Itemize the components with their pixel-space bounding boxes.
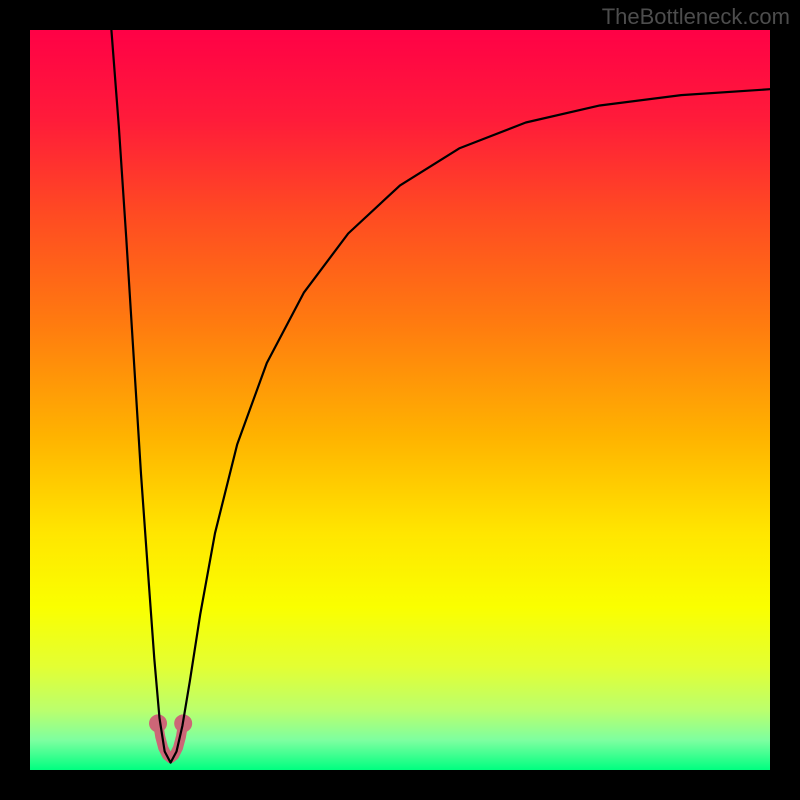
plot-background (30, 30, 770, 770)
chart-root: TheBottleneck.com (0, 0, 800, 800)
bottleneck-chart (0, 0, 800, 800)
watermark-text: TheBottleneck.com (602, 4, 790, 30)
cusp-marker-cap-left (149, 714, 167, 732)
